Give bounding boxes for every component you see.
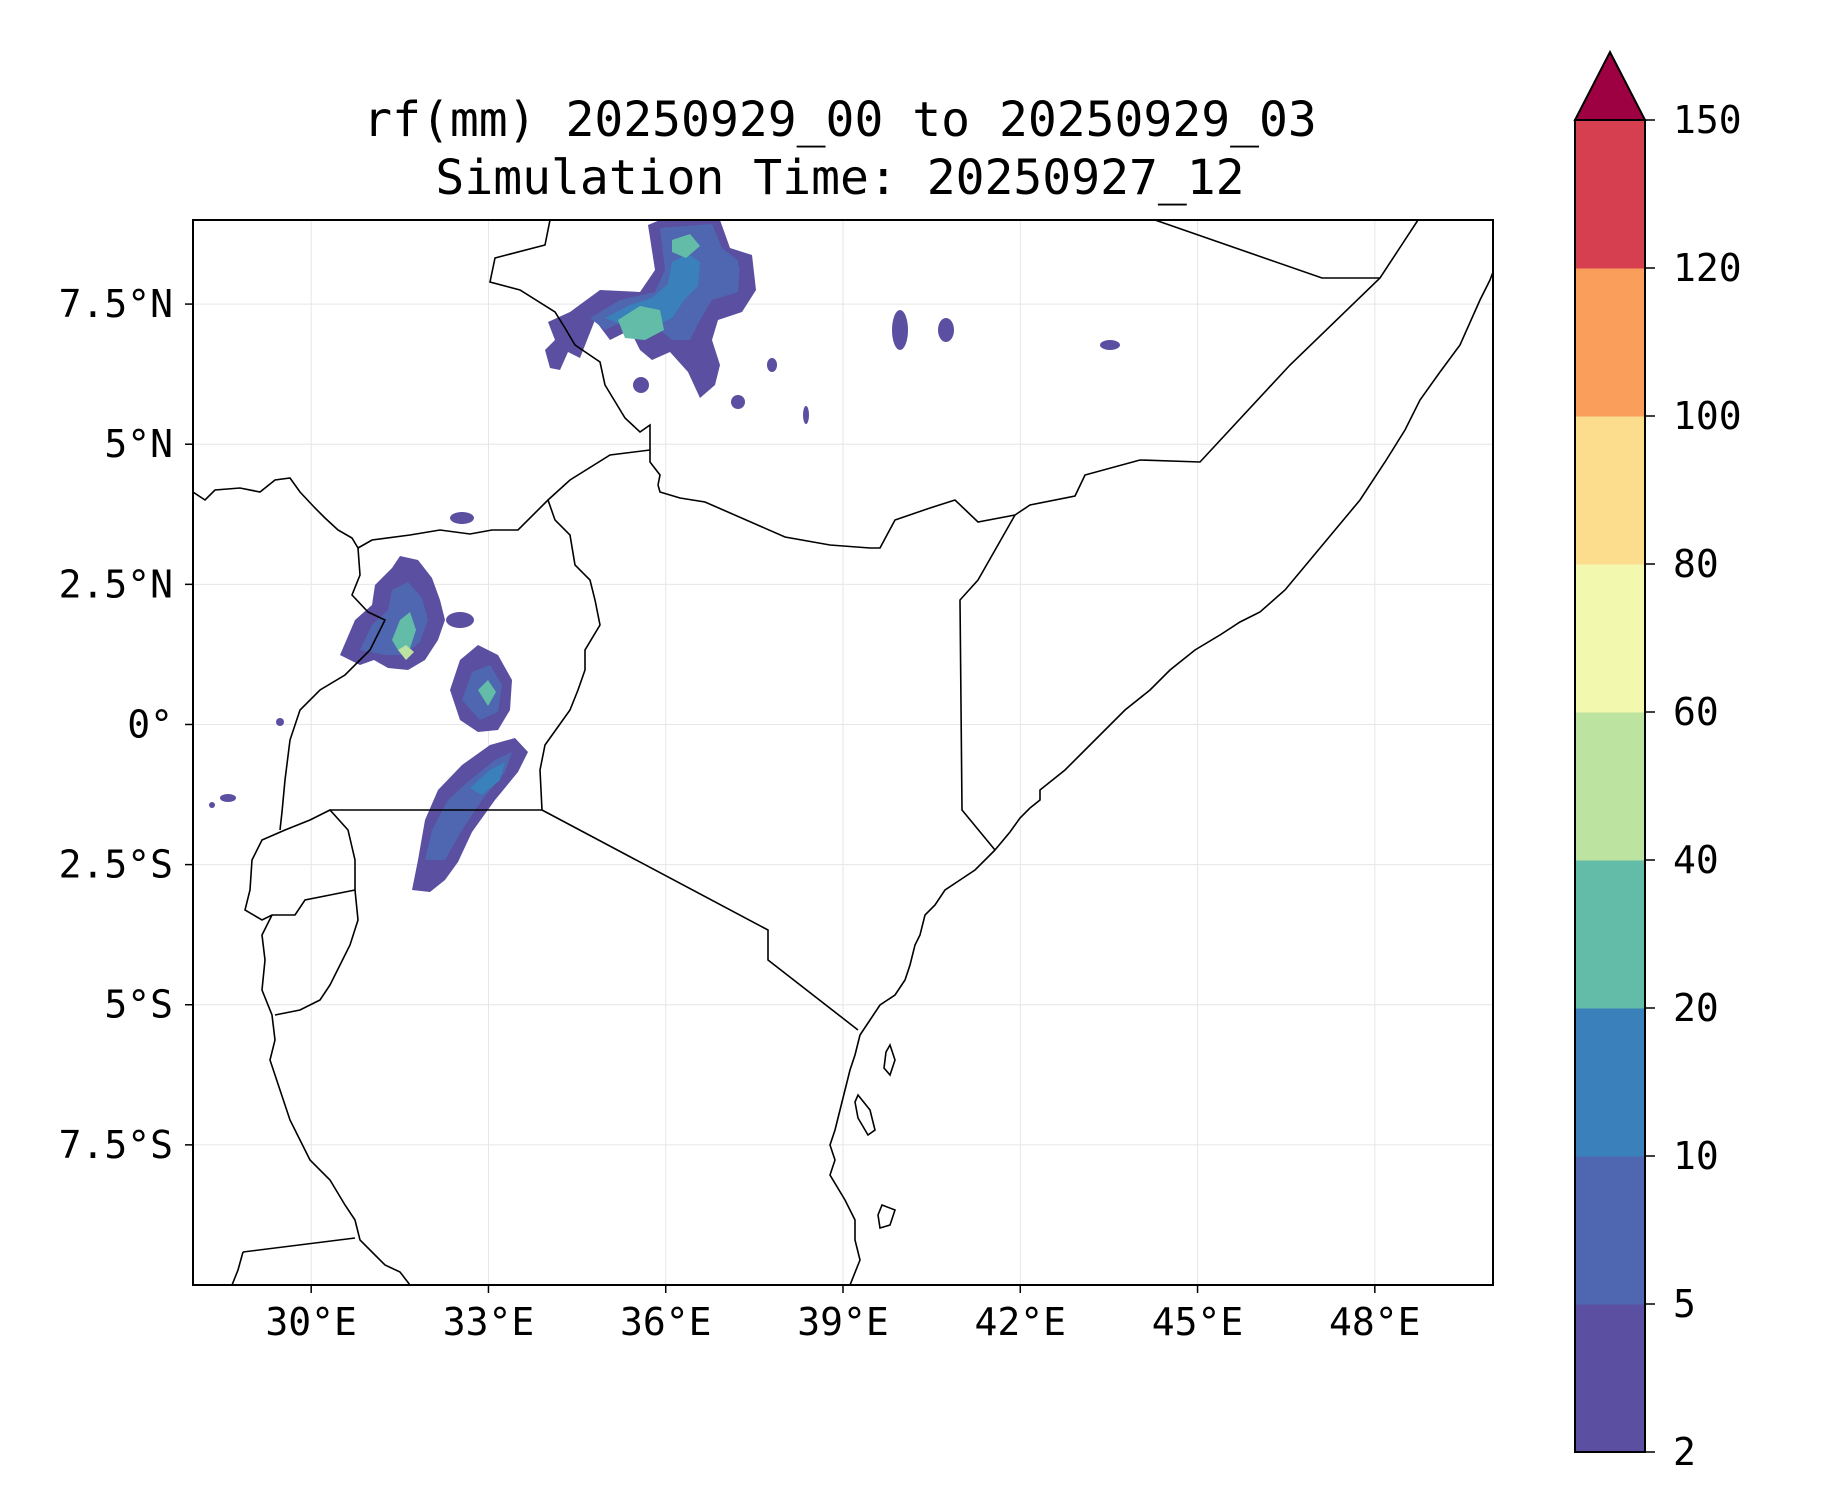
rain-region-victoria-band-core — [470, 762, 505, 795]
country-borders — [193, 220, 1493, 1285]
border-uganda-kenya — [539, 499, 601, 811]
colorbar-segment — [1575, 1156, 1645, 1305]
rain-cell — [892, 310, 908, 350]
gridlines — [193, 220, 1493, 1285]
border-north — [1154, 220, 1380, 279]
rain-cell — [767, 358, 777, 372]
colorbar-frame — [1574, 119, 1646, 1453]
border-uganda-drc — [279, 547, 387, 831]
colorbar: 2 5 10 20 40 60 80 100 120 150 — [1573, 49, 1742, 1474]
map-title-line-2: Simulation Time: 20250927_12 — [435, 150, 1245, 206]
colorbar-segment — [1575, 860, 1645, 1009]
border-kenya-tanzania — [541, 809, 859, 1031]
lat-tick-label: 7.5°N — [59, 282, 173, 326]
rain-region-uganda-north-peak — [398, 645, 414, 660]
lon-tick-label: 36°E — [620, 1300, 712, 1344]
colorbar-tick-label: 5 — [1673, 1282, 1696, 1326]
colorbar-tick-label: 100 — [1673, 394, 1742, 438]
longitude-axis: 30°E 33°E 36°E 39°E 42°E 45°E 48°E — [265, 1285, 1421, 1344]
border-southsudan-drc — [193, 477, 359, 549]
rain-region-uganda-central-core — [478, 680, 496, 706]
lat-tick-label: 5°N — [104, 422, 173, 466]
lon-tick-label: 48°E — [1329, 1300, 1421, 1344]
colorbar-segment — [1575, 416, 1645, 565]
lon-tick-label: 30°E — [265, 1300, 357, 1344]
latitude-axis: 7.5°N 5°N 2.5°N 0° 2.5°S 5°S 7.5°S — [59, 282, 193, 1167]
rain-region-southsudan-mid — [590, 224, 740, 340]
border-southsudan-ethiopia — [489, 220, 661, 486]
lon-tick-label: 33°E — [443, 1300, 535, 1344]
lat-tick-label: 5°S — [104, 983, 173, 1027]
border-ethiopia-somalia — [959, 220, 1419, 851]
coastline-kenya — [994, 271, 1493, 851]
rain-region-southsudan-peak-2 — [672, 234, 700, 258]
colorbar-extend-arrow — [1573, 49, 1647, 121]
rain-cell — [220, 794, 236, 802]
rain-cell — [738, 254, 750, 270]
lat-tick-label: 0° — [127, 702, 173, 746]
rain-cell — [731, 395, 745, 409]
colorbar-segment — [1575, 268, 1645, 417]
rain-cell — [276, 718, 284, 726]
lat-tick-label: 2.5°N — [59, 562, 173, 606]
border-malawi — [231, 1251, 244, 1285]
border-rwanda-burundi — [244, 809, 356, 921]
coastline-east — [829, 849, 996, 1285]
colorbar-segment — [1575, 564, 1645, 713]
lon-tick-label: 42°E — [975, 1300, 1067, 1344]
rain-cell — [633, 377, 649, 393]
map-title-line-1: rf(mm) 20250929_00 to 20250929_03 — [363, 92, 1317, 148]
rain-region-southsudan-core — [605, 254, 700, 328]
island-mafia — [877, 1203, 897, 1230]
rain-region-uganda-north-core — [392, 612, 416, 650]
rainfall-field — [209, 220, 1120, 892]
coastline-lake-tanganyika — [261, 914, 411, 1285]
colorbar-segment — [1575, 1008, 1645, 1157]
rain-cell — [209, 802, 215, 808]
rain-cell — [450, 512, 474, 524]
lat-tick-label: 7.5°S — [59, 1123, 173, 1167]
border-uganda-southsudan — [357, 449, 651, 549]
colorbar-tick-label: 80 — [1673, 542, 1719, 586]
rain-cell — [446, 612, 474, 628]
colorbar-tick-label: 10 — [1673, 1134, 1719, 1178]
colorbar-segment — [1575, 1304, 1645, 1453]
colorbar-tick-label: 120 — [1673, 246, 1742, 290]
lon-tick-label: 45°E — [1152, 1300, 1244, 1344]
colorbar-tick-label: 40 — [1673, 838, 1719, 882]
colorbar-tick-label: 20 — [1673, 986, 1719, 1030]
rain-cell — [803, 406, 809, 424]
rain-cell — [1100, 340, 1120, 350]
island-pemba — [883, 1043, 896, 1077]
lat-tick-label: 2.5°S — [59, 843, 173, 887]
border-ethiopia-kenya — [657, 484, 1016, 549]
island-zanzibar — [854, 1093, 876, 1137]
rain-region-southsudan-peak — [618, 306, 664, 340]
border-tanzania-zambia — [242, 1237, 356, 1253]
lon-tick-label: 39°E — [797, 1300, 889, 1344]
colorbar-segment — [1575, 120, 1645, 269]
colorbar-tick-label: 60 — [1673, 690, 1719, 734]
colorbar-tick-label: 2 — [1673, 1430, 1696, 1474]
border-tanzania-west — [274, 889, 359, 1016]
colorbar-segment — [1575, 712, 1645, 861]
rain-cell — [938, 318, 954, 342]
colorbar-tick-label: 150 — [1673, 98, 1742, 142]
